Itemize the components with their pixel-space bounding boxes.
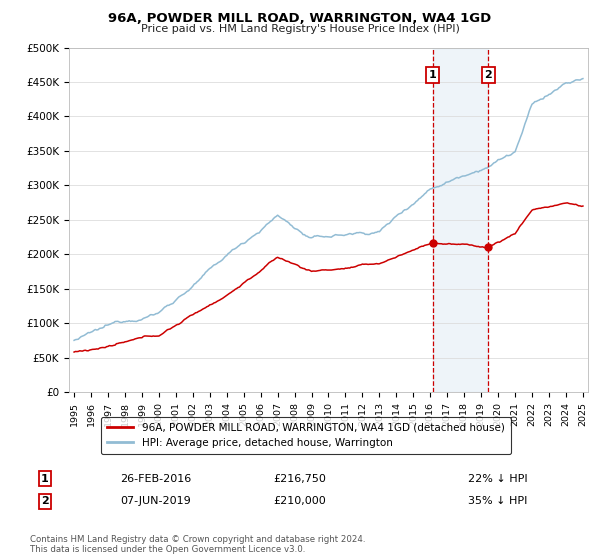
Text: 35% ↓ HPI: 35% ↓ HPI [468, 496, 527, 506]
Text: Price paid vs. HM Land Registry's House Price Index (HPI): Price paid vs. HM Land Registry's House … [140, 24, 460, 34]
Text: Contains HM Land Registry data © Crown copyright and database right 2024.
This d: Contains HM Land Registry data © Crown c… [30, 535, 365, 554]
Text: 07-JUN-2019: 07-JUN-2019 [120, 496, 191, 506]
Text: £216,750: £216,750 [274, 474, 326, 484]
Text: 2: 2 [41, 496, 49, 506]
Text: 1: 1 [41, 474, 49, 484]
Text: 96A, POWDER MILL ROAD, WARRINGTON, WA4 1GD: 96A, POWDER MILL ROAD, WARRINGTON, WA4 1… [109, 12, 491, 25]
Text: 1: 1 [429, 70, 437, 80]
Legend: 96A, POWDER MILL ROAD, WARRINGTON, WA4 1GD (detached house), HPI: Average price,: 96A, POWDER MILL ROAD, WARRINGTON, WA4 1… [101, 417, 511, 454]
Text: 26-FEB-2016: 26-FEB-2016 [120, 474, 191, 484]
Bar [433, 48, 488, 392]
Text: 2: 2 [485, 70, 493, 80]
Text: £210,000: £210,000 [274, 496, 326, 506]
Text: 22% ↓ HPI: 22% ↓ HPI [468, 474, 527, 484]
